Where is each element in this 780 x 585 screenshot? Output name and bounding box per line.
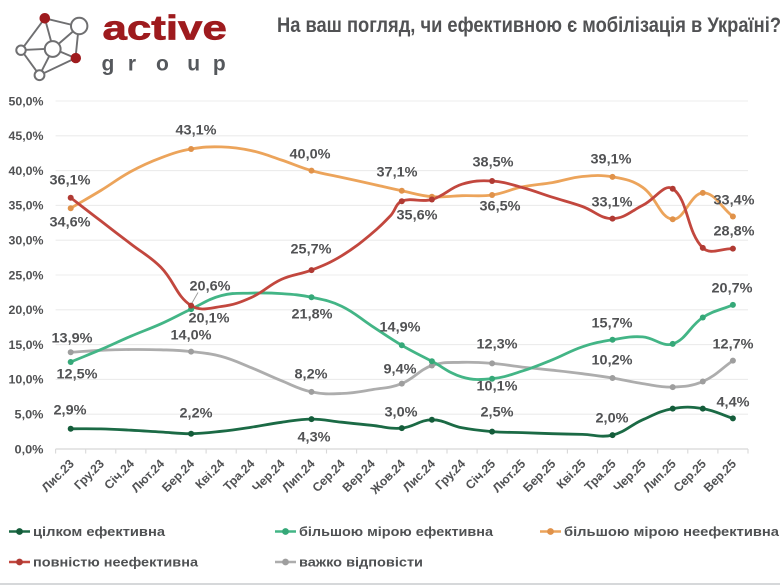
svg-text:більшою мірою неефективна: більшою мірою неефективна [564, 524, 780, 539]
svg-text:35,0%: 35,0% [9, 199, 44, 213]
svg-text:g: g [102, 53, 115, 76]
svg-text:4,4%: 4,4% [717, 395, 750, 410]
svg-text:20,0%: 20,0% [9, 303, 44, 317]
svg-text:33,4%: 33,4% [714, 193, 755, 208]
svg-text:10,0%: 10,0% [9, 373, 44, 387]
svg-text:50,0%: 50,0% [9, 94, 44, 108]
svg-text:36,1%: 36,1% [50, 173, 91, 188]
svg-text:u: u [187, 53, 200, 76]
svg-text:45,0%: 45,0% [9, 129, 44, 143]
svg-text:На ваш погляд, чи ефективною є: На ваш погляд, чи ефективною є мобілізац… [277, 13, 780, 37]
svg-text:25,7%: 25,7% [291, 242, 332, 257]
svg-text:0,0%: 0,0% [15, 442, 44, 456]
svg-text:40,0%: 40,0% [9, 164, 44, 178]
svg-text:r: r [128, 53, 136, 76]
svg-text:20,1%: 20,1% [189, 311, 230, 326]
svg-text:9,4%: 9,4% [384, 362, 417, 377]
svg-text:20,6%: 20,6% [190, 279, 231, 294]
svg-text:3,0%: 3,0% [385, 405, 418, 420]
svg-text:4,3%: 4,3% [298, 430, 331, 445]
svg-text:14,0%: 14,0% [171, 328, 212, 343]
svg-text:важко відповісти: важко відповісти [299, 555, 423, 570]
svg-text:2,9%: 2,9% [54, 403, 87, 418]
svg-text:35,6%: 35,6% [397, 208, 438, 223]
svg-text:повністю неефективна: повністю неефективна [33, 555, 199, 570]
svg-text:o: o [156, 53, 169, 76]
svg-text:цілком ефективна: цілком ефективна [33, 524, 166, 539]
svg-text:38,5%: 38,5% [473, 155, 514, 170]
svg-text:2,5%: 2,5% [481, 405, 514, 420]
svg-text:34,6%: 34,6% [50, 215, 91, 230]
svg-text:13,9%: 13,9% [52, 331, 93, 346]
svg-text:12,7%: 12,7% [713, 337, 754, 352]
svg-text:active: active [103, 9, 227, 47]
svg-text:p: p [213, 53, 226, 76]
svg-text:14,9%: 14,9% [380, 320, 421, 335]
svg-text:25,0%: 25,0% [9, 268, 44, 282]
svg-text:12,5%: 12,5% [57, 367, 98, 382]
svg-text:43,1%: 43,1% [176, 123, 217, 138]
svg-text:21,8%: 21,8% [292, 307, 333, 322]
svg-text:2,0%: 2,0% [596, 411, 629, 426]
svg-text:2,2%: 2,2% [180, 406, 213, 421]
svg-text:12,3%: 12,3% [477, 337, 518, 352]
svg-text:8,2%: 8,2% [295, 367, 328, 382]
svg-text:36,5%: 36,5% [480, 199, 521, 214]
svg-text:28,8%: 28,8% [714, 224, 755, 239]
svg-text:37,1%: 37,1% [377, 165, 418, 180]
svg-text:40,0%: 40,0% [290, 147, 331, 162]
svg-text:39,1%: 39,1% [591, 152, 632, 167]
svg-text:20,7%: 20,7% [712, 281, 753, 296]
svg-text:10,1%: 10,1% [477, 379, 518, 394]
svg-text:10,2%: 10,2% [592, 353, 633, 368]
svg-text:30,0%: 30,0% [9, 234, 44, 248]
svg-text:більшою мірою ефективна: більшою мірою ефективна [299, 524, 494, 539]
svg-text:15,0%: 15,0% [9, 338, 44, 352]
svg-text:33,1%: 33,1% [592, 195, 633, 210]
svg-text:15,7%: 15,7% [592, 316, 633, 331]
svg-text:5,0%: 5,0% [15, 408, 44, 422]
